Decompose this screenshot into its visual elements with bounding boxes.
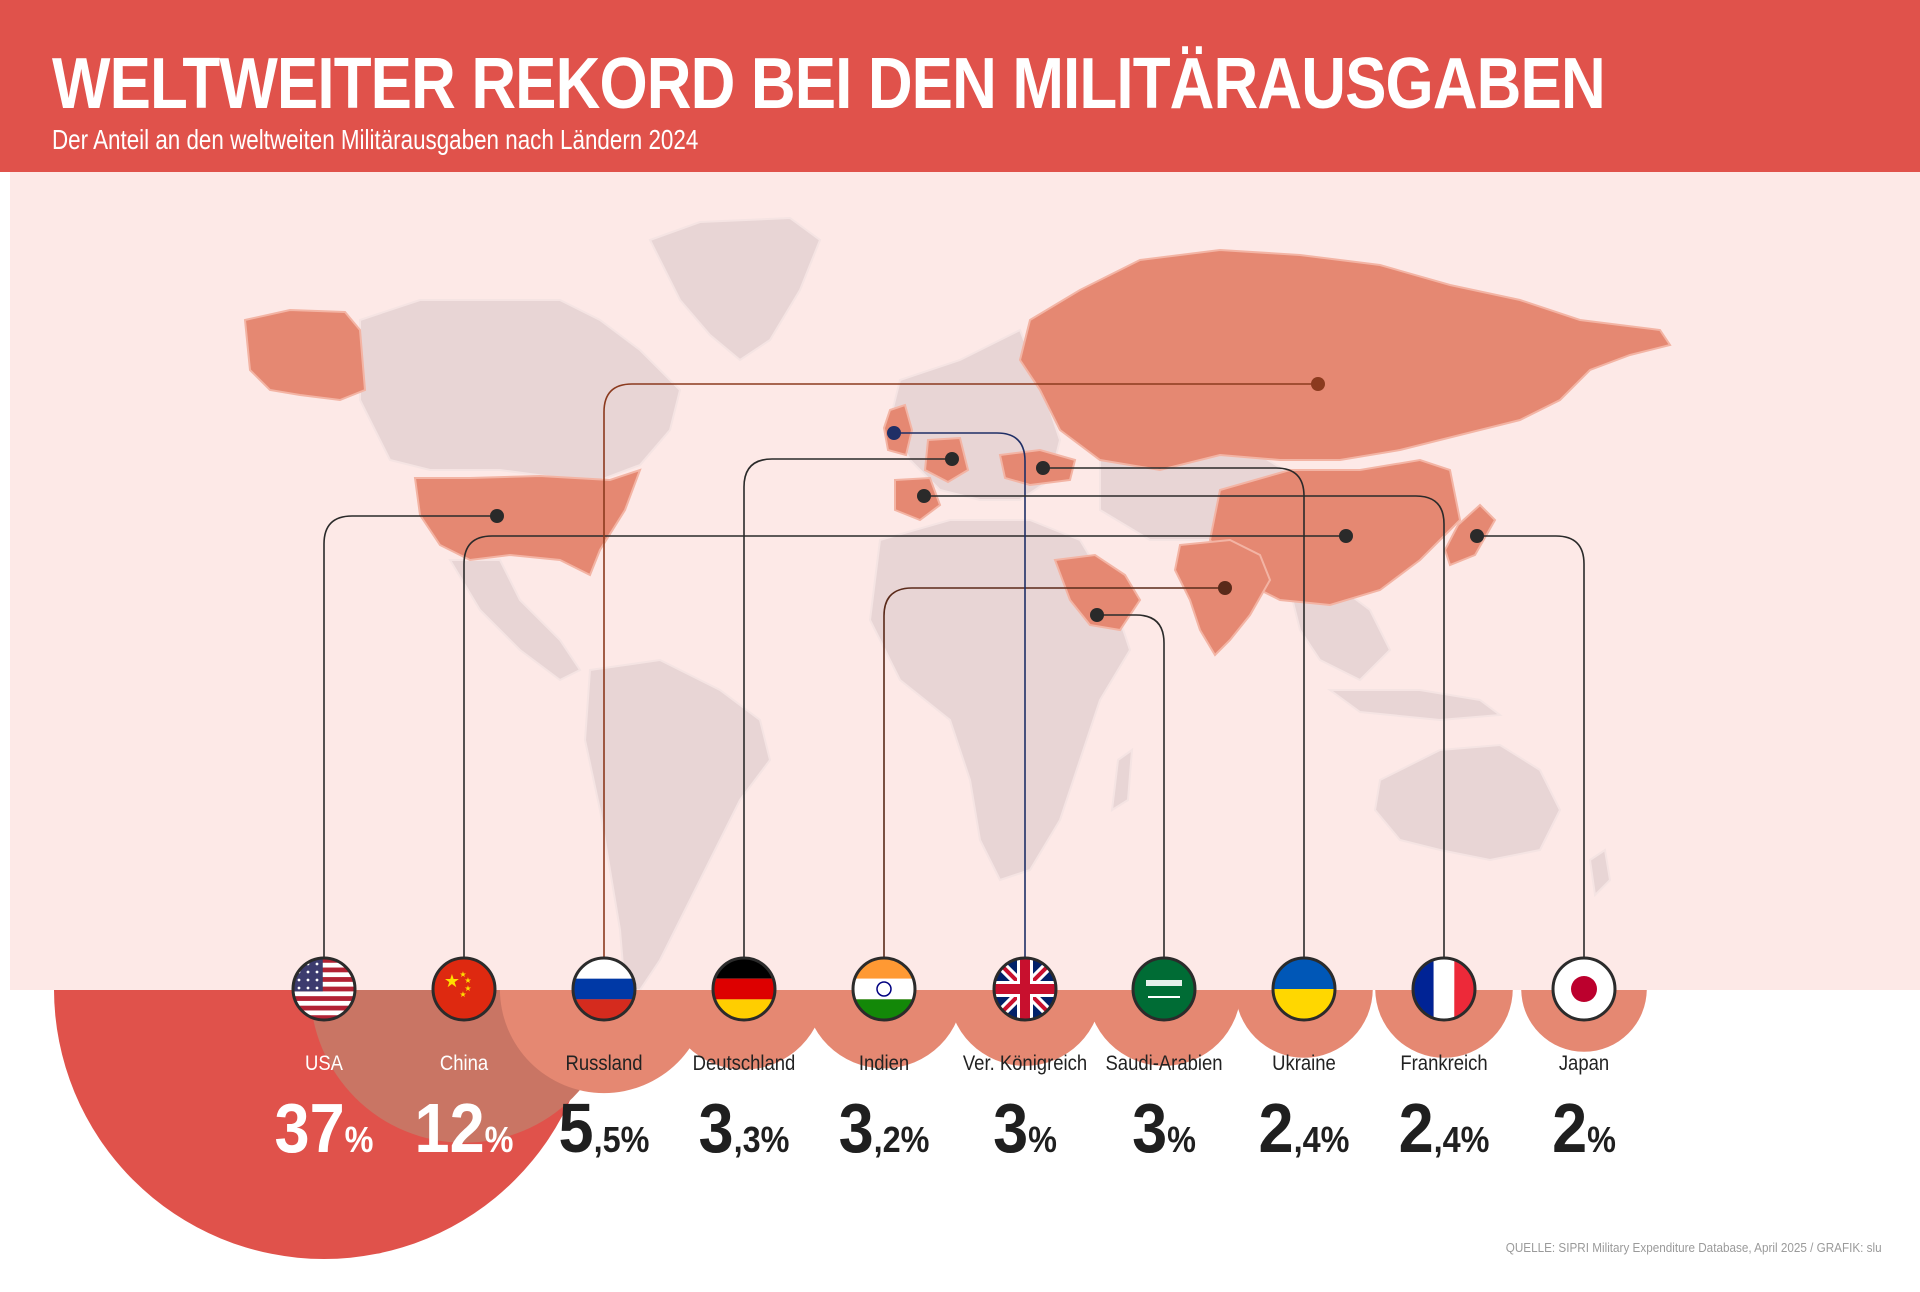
france-flag-icon	[1411, 956, 1477, 1022]
country-label-usa: USA	[305, 1052, 344, 1075]
japan-shape	[1443, 503, 1497, 567]
highlighted-countries	[243, 248, 1672, 657]
country-label-ver-k-nigreich: Ver. Königreich	[963, 1052, 1087, 1075]
share-bubble-russland	[499, 990, 709, 1094]
country-flags: ★ ★★★★	[291, 956, 1617, 1022]
greenland-shape	[648, 216, 822, 362]
marker-ukraine	[1036, 461, 1050, 475]
svg-text:★: ★	[464, 984, 471, 993]
madagascar-shape	[1110, 747, 1134, 812]
uk-flag-icon	[992, 956, 1058, 1022]
usa-shape	[413, 468, 642, 577]
share-bubble-ver-k-nigreich	[948, 990, 1102, 1066]
ukraine-flag-icon	[1271, 956, 1337, 1022]
share-bubble-frankreich	[1375, 990, 1513, 1058]
south-america-shape	[583, 658, 772, 990]
page-subtitle: Der Anteil an den weltweiten Militärausg…	[52, 124, 699, 155]
share-bubble-ukraine	[1235, 990, 1373, 1058]
page-title: WELTWEITER REKORD BEI DEN MILITÄRAUSGABE…	[52, 44, 1606, 124]
marker-russland	[1311, 377, 1325, 391]
connector-line-japan	[1477, 535, 1585, 958]
indonesia-shape	[1326, 689, 1503, 722]
svg-text:★: ★	[459, 970, 466, 979]
country-label-deutschland: Deutschland	[693, 1052, 796, 1075]
canada-shape	[359, 299, 682, 482]
saudi-arabia-flag-icon	[1131, 956, 1197, 1022]
share-bubble-deutschland	[663, 990, 825, 1070]
connector-line-usa	[323, 515, 497, 958]
usa-flag-icon	[291, 956, 357, 1022]
marker-japan	[1470, 529, 1484, 543]
source-note: QUELLE: SIPRI Military Expenditure Datab…	[1506, 1240, 1882, 1255]
central-america-shape	[448, 559, 582, 682]
germany-flag-icon	[711, 956, 777, 1022]
marker-usa	[490, 509, 504, 523]
country-labels: USA 37% China 12% Russland 5,5% Deutschland 3,3…	[275, 1052, 1616, 1168]
value-label-usa: 37%	[275, 1090, 374, 1168]
connector-line-deutschland	[743, 458, 952, 958]
france-shape	[894, 476, 942, 522]
new-zealand-shape	[1588, 848, 1612, 898]
header-banner: WELTWEITER REKORD BEI DEN MILITÄRAUSGABE…	[0, 0, 1920, 172]
australia-shape	[1373, 743, 1562, 862]
africa-shape	[868, 519, 1132, 882]
country-label-saudi-arabien: Saudi-Arabien	[1105, 1052, 1222, 1075]
svg-text:★: ★	[464, 976, 471, 985]
connector-line-russland	[603, 383, 1318, 958]
japan-flag-icon	[1551, 956, 1617, 1022]
russia-shape	[1018, 248, 1672, 472]
value-label-china: 12%	[415, 1090, 514, 1168]
country-label-china: China	[440, 1052, 488, 1075]
india-flag-icon	[851, 956, 917, 1022]
connector-line-frankreich	[924, 495, 1445, 958]
country-label-indien: Indien	[859, 1052, 909, 1075]
svg-text:★: ★	[444, 971, 460, 991]
marker-deutschland	[945, 452, 959, 466]
value-label-ver-k-nigreich: 3%	[993, 1090, 1057, 1168]
connector-line-ver-k-nigreich	[894, 432, 1026, 958]
russia-flag-icon	[571, 956, 637, 1022]
value-label-indien: 3,2%	[839, 1090, 930, 1168]
india-shape	[1173, 538, 1272, 657]
marker-frankreich	[917, 489, 931, 503]
connector-line-saudi-arabien	[1097, 614, 1165, 958]
country-label-japan: Japan	[1559, 1052, 1609, 1075]
value-label-deutschland: 3,3%	[699, 1090, 790, 1168]
country-label-russland: Russland	[566, 1052, 643, 1075]
svg-text:★: ★	[459, 990, 466, 999]
value-label-frankreich: 2,4%	[1399, 1090, 1490, 1168]
china-flag-icon: ★ ★★★★	[431, 956, 497, 1022]
share-bubble-saudi-arabien	[1087, 990, 1241, 1066]
country-markers	[490, 377, 1484, 622]
value-label-japan: 2%	[1552, 1090, 1616, 1168]
share-bubbles	[54, 990, 1647, 1259]
connector-line-china	[463, 535, 1346, 958]
value-label-ukraine: 2,4%	[1259, 1090, 1350, 1168]
value-label-russland: 5,5%	[559, 1090, 650, 1168]
connector-line-indien	[883, 587, 1225, 958]
alaska-shape	[243, 308, 367, 402]
marker-indien	[1218, 581, 1232, 595]
marker-china	[1339, 529, 1353, 543]
marker-saudi-arabien	[1090, 608, 1104, 622]
country-label-frankreich: Frankreich	[1400, 1052, 1487, 1075]
value-label-saudi-arabien: 3%	[1132, 1090, 1196, 1168]
connector-lines	[323, 383, 1585, 958]
share-bubble-indien	[804, 990, 964, 1069]
country-label-ukraine: Ukraine	[1272, 1052, 1336, 1075]
marker-ver-k-nigreich	[887, 426, 901, 440]
